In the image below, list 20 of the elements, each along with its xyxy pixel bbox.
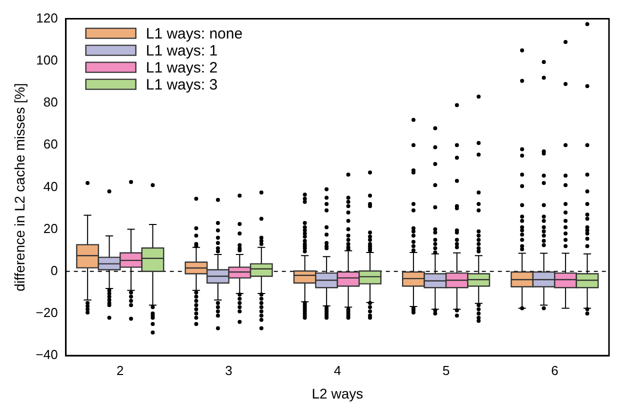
y-tick-label: 120 <box>36 10 58 26</box>
x-tick-label: 4 <box>334 362 342 378</box>
legend-label: L1 ways: 2 <box>146 59 218 76</box>
legend-label: L1 ways: none <box>146 25 243 42</box>
x-tick-label: 2 <box>116 362 124 378</box>
legend-label: L1 ways: 1 <box>146 42 218 60</box>
legend-label: L1 ways: 3 <box>146 76 218 94</box>
x-tick-label: 3 <box>225 362 232 378</box>
y-tick-label: −40 <box>36 347 58 362</box>
y-axis-title: difference in L2 cache misses [%] <box>11 83 28 292</box>
x-tick-label: 6 <box>551 362 558 378</box>
y-tick-label: −20 <box>36 305 58 320</box>
x-tick-label: 5 <box>442 362 450 378</box>
x-axis-title: L2 ways <box>312 385 364 402</box>
y-tick-label: 40 <box>43 178 58 194</box>
y-tick-label: 100 <box>36 52 58 68</box>
y-tick-label: 80 <box>43 94 58 110</box>
y-tick-label: 60 <box>43 136 58 152</box>
y-tick-label: 0 <box>50 262 58 278</box>
y-tick-label: 20 <box>43 220 58 236</box>
